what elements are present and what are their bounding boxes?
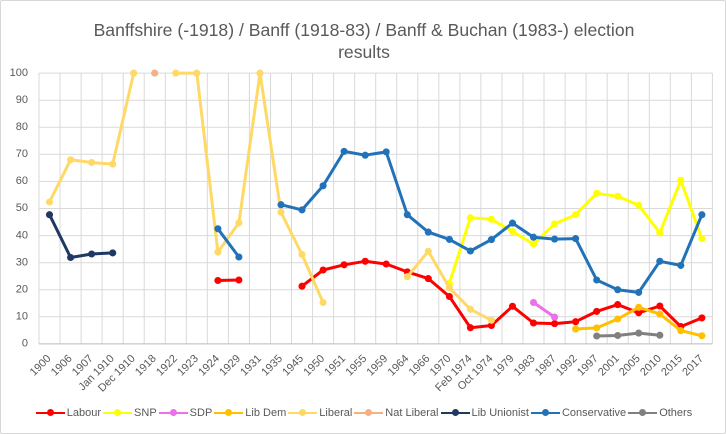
svg-text:1987: 1987 [533, 353, 559, 379]
svg-text:1997: 1997 [575, 353, 601, 379]
svg-text:1945: 1945 [280, 353, 306, 379]
svg-text:1951: 1951 [322, 353, 348, 379]
svg-text:1983: 1983 [512, 353, 538, 379]
svg-text:90: 90 [16, 94, 28, 106]
svg-text:1950: 1950 [301, 353, 327, 379]
svg-text:2015: 2015 [659, 353, 685, 379]
svg-text:50: 50 [16, 202, 28, 214]
svg-text:1935: 1935 [259, 353, 285, 379]
svg-text:1923: 1923 [175, 353, 201, 379]
svg-text:70: 70 [16, 148, 28, 160]
svg-text:1906: 1906 [49, 353, 75, 379]
svg-text:80: 80 [16, 121, 28, 133]
svg-text:10: 10 [16, 311, 28, 323]
svg-text:2001: 2001 [596, 353, 622, 379]
svg-text:1992: 1992 [554, 353, 580, 379]
svg-text:60: 60 [16, 175, 28, 187]
svg-text:100: 100 [10, 67, 28, 79]
svg-text:1929: 1929 [217, 353, 243, 379]
svg-text:2005: 2005 [617, 353, 643, 379]
svg-text:1900: 1900 [28, 353, 54, 379]
svg-text:2010: 2010 [638, 353, 664, 379]
svg-text:1922: 1922 [154, 353, 180, 379]
svg-text:1964: 1964 [386, 353, 412, 379]
svg-text:20: 20 [16, 283, 28, 295]
svg-text:1959: 1959 [365, 353, 391, 379]
svg-text:1966: 1966 [407, 353, 433, 379]
svg-text:1979: 1979 [491, 353, 517, 379]
svg-text:30: 30 [16, 256, 28, 268]
svg-text:1931: 1931 [238, 353, 264, 379]
svg-text:1924: 1924 [196, 353, 222, 379]
svg-text:1955: 1955 [344, 353, 370, 379]
svg-text:0: 0 [22, 338, 28, 350]
svg-text:40: 40 [16, 229, 28, 241]
svg-text:1918: 1918 [133, 353, 159, 379]
svg-text:2017: 2017 [680, 353, 706, 379]
